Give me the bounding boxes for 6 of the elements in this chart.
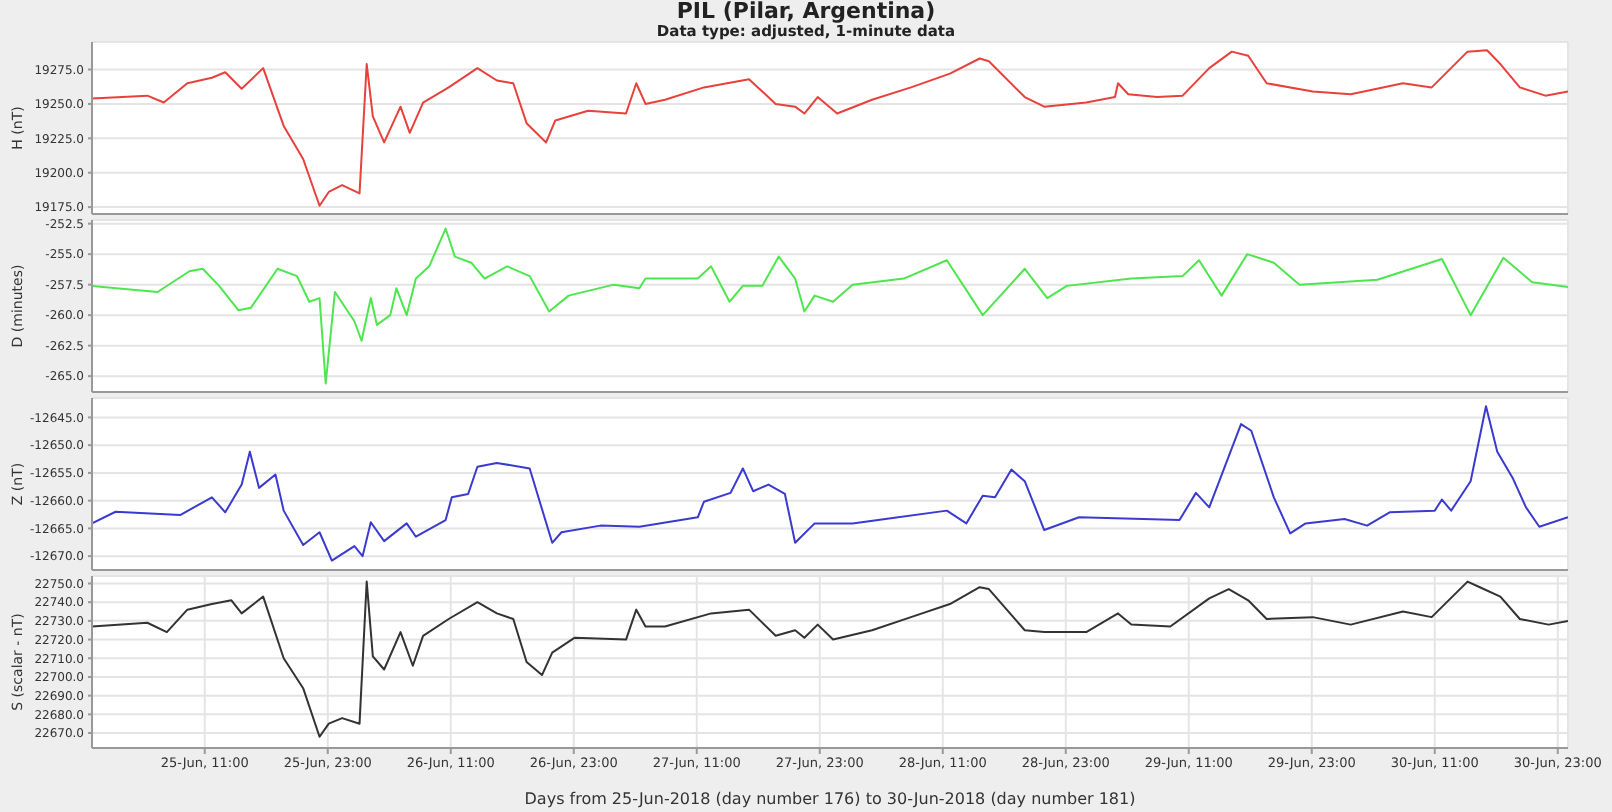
chart-title: PIL (Pilar, Argentina) bbox=[674, 0, 938, 24]
x-axis-title: Days from 25-Jun-2018 (day number 176) to 30-Jun-2018 (day number 181) bbox=[524, 790, 1136, 808]
line-series bbox=[92, 580, 1568, 738]
line-series bbox=[92, 405, 1568, 562]
line-series bbox=[92, 49, 1568, 207]
line-series bbox=[92, 227, 1568, 385]
